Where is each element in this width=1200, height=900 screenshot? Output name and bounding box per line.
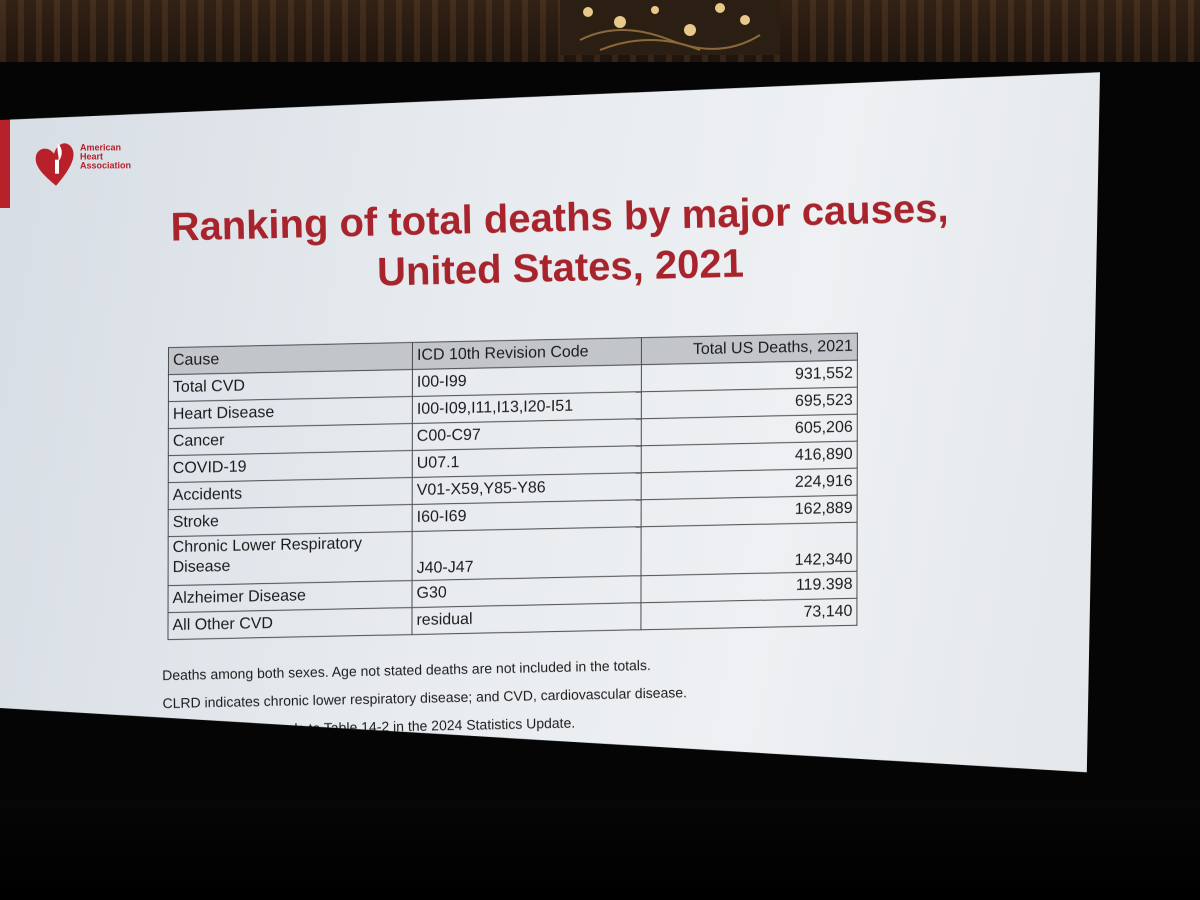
cell-deaths: 73,140: [641, 598, 857, 630]
deaths-table-container: Cause ICD 10th Revision Code Total US De…: [167, 333, 857, 640]
cell-code: J40-J47: [412, 527, 641, 581]
footnote: CLRD indicates chronic lower respiratory…: [162, 684, 688, 712]
deaths-table: Cause ICD 10th Revision Code Total US De…: [167, 333, 857, 640]
logo-wordmark: American Heart Association: [80, 142, 132, 171]
slide-title: Ranking of total deaths by major causes,…: [59, 181, 1061, 305]
cell-cause: All Other CVD: [168, 608, 412, 640]
cell-code: residual: [412, 603, 641, 635]
cell-cause: Chronic Lower Respiratory Disease: [168, 532, 412, 586]
presentation-slide: American Heart Association Ranking of to…: [0, 72, 1100, 778]
dark-foreground: [0, 800, 1200, 900]
aha-logo: American Heart Association: [34, 139, 144, 190]
heart-torch-icon: [34, 140, 78, 188]
cell-deaths: 142,340: [641, 522, 857, 576]
footnote: Deaths among both sexes. Age not stated …: [162, 656, 651, 684]
chandelier: [560, 0, 780, 55]
slide-red-edge: [0, 118, 10, 208]
